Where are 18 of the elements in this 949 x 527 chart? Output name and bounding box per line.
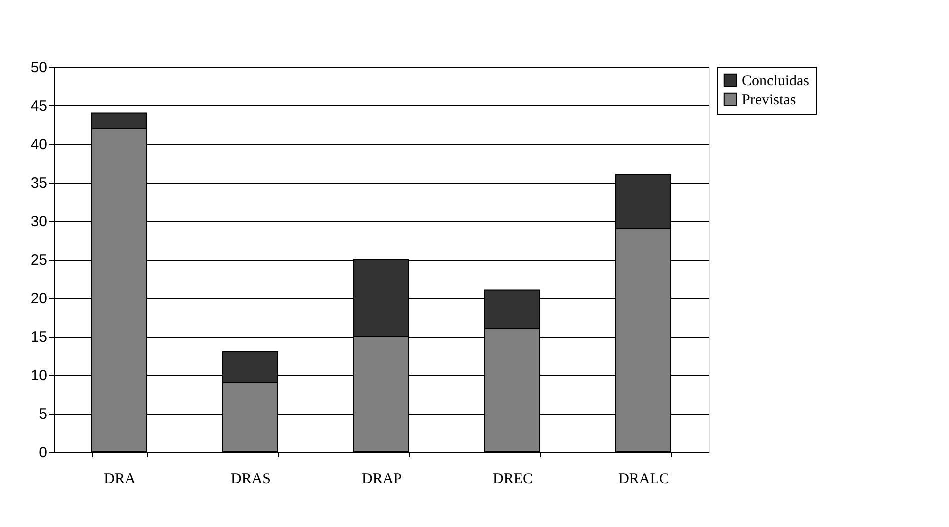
legend-label: Previstas	[742, 92, 796, 108]
x-tick-label: DRALC	[618, 472, 670, 488]
y-tick-label: 5	[39, 406, 48, 423]
x-tick-label: DREC	[492, 472, 534, 488]
x-tick-label: DRA	[104, 472, 136, 488]
y-tick-label: 15	[30, 329, 48, 346]
y-tick-label: 20	[30, 290, 48, 308]
x-tick-label: DRAS	[230, 472, 272, 488]
x-tick-label: DRAP	[362, 472, 402, 488]
y-tick-label: 10	[30, 368, 48, 384]
y-tick-label: 35	[30, 175, 48, 192]
y-tick-label: 40	[30, 136, 48, 154]
y-tick-label: 50	[30, 60, 48, 76]
y-tick-label: 45	[30, 98, 48, 115]
legend-label: Concluidas	[742, 74, 810, 90]
y-tick-label: 30	[30, 214, 48, 230]
y-tick-label: 0	[39, 444, 48, 462]
y-tick-label: 25	[30, 252, 48, 269]
